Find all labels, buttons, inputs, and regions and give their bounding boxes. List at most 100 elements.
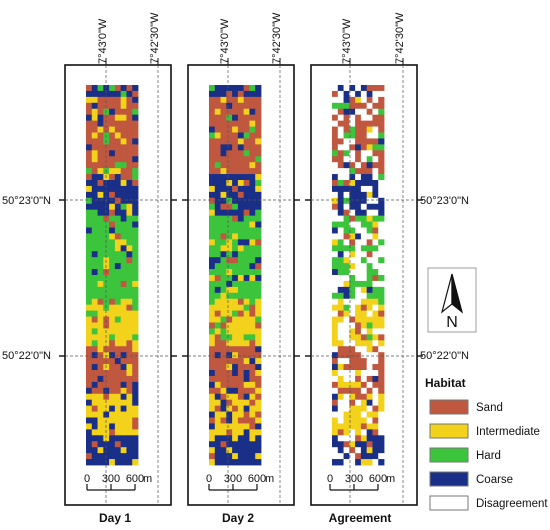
- habitat-cell: [360, 387, 368, 395]
- habitat-cell: [372, 90, 379, 98]
- habitat-cell: [249, 162, 256, 169]
- habitat-cell: [255, 227, 262, 234]
- habitat-cell: [220, 180, 227, 187]
- habitat-cell: [343, 370, 350, 377]
- habitat-cell: [337, 215, 344, 222]
- scale-bar-label: 300: [102, 473, 120, 485]
- habitat-cell: [237, 126, 245, 133]
- habitat-cell: [366, 352, 373, 359]
- habitat-cell: [214, 340, 221, 347]
- habitat-cell: [97, 90, 104, 98]
- habitat-cell: [360, 453, 368, 460]
- habitat-cell: [226, 328, 233, 335]
- habitat-cell: [86, 417, 93, 424]
- habitat-cell: [91, 269, 98, 276]
- habitat-cell: [132, 441, 139, 448]
- habitat-cell: [86, 150, 93, 157]
- habitat-cell: [337, 191, 344, 199]
- habitat-cell: [237, 120, 245, 127]
- habitat-cell: [97, 286, 104, 294]
- habitat-cell: [120, 156, 127, 163]
- habitat-cell: [114, 334, 122, 341]
- habitat-cell: [91, 346, 98, 353]
- habitat-cell: [349, 156, 356, 163]
- habitat-cell: [232, 453, 239, 460]
- habitat-cell: [232, 126, 239, 133]
- habitat-cell: [209, 209, 216, 217]
- habitat-cell: [355, 144, 362, 151]
- habitat-cell: [337, 156, 344, 163]
- habitat-cell: [255, 96, 262, 104]
- habitat-cell: [120, 352, 127, 359]
- habitat-cell: [366, 292, 373, 300]
- habitat-cell: [349, 233, 356, 240]
- habitat-cell: [126, 168, 133, 175]
- habitat-cell: [97, 423, 104, 430]
- habitat-cell: [232, 352, 239, 359]
- habitat-cell: [355, 441, 362, 448]
- habitat-cell: [132, 257, 139, 264]
- habitat-cell: [97, 132, 104, 139]
- habitat-cell: [86, 96, 93, 104]
- habitat-cell: [232, 132, 239, 139]
- habitat-cell: [337, 316, 344, 323]
- habitat-cell: [214, 150, 221, 157]
- habitat-cell: [209, 459, 216, 466]
- habitat-cell: [332, 381, 339, 389]
- habitat-cell: [97, 346, 104, 353]
- habitat-cell: [126, 108, 133, 116]
- habitat-cell: [91, 292, 98, 300]
- habitat-cell: [355, 381, 362, 389]
- habitat-cell: [220, 269, 227, 276]
- habitat-cell: [349, 370, 356, 377]
- habitat-cell: [126, 435, 133, 442]
- habitat-cell: [378, 352, 385, 359]
- habitat-cell: [120, 96, 127, 104]
- habitat-cell: [255, 328, 262, 335]
- habitat-cell: [120, 132, 127, 139]
- habitat-cell: [378, 441, 385, 448]
- habitat-cell: [337, 251, 344, 258]
- habitat-cell: [372, 191, 379, 199]
- legend-swatch: [429, 471, 469, 487]
- habitat-cell: [109, 286, 116, 294]
- habitat-cell: [91, 387, 98, 395]
- legend-label: Intermediate: [476, 426, 540, 438]
- habitat-cell: [255, 180, 262, 187]
- habitat-cell: [355, 102, 362, 110]
- habitat-cell: [126, 417, 133, 424]
- habitat-cell: [114, 328, 122, 335]
- habitat-cell: [220, 447, 227, 454]
- habitat-cell: [232, 251, 239, 258]
- habitat-cell: [220, 191, 227, 199]
- habitat-cell: [360, 441, 368, 448]
- habitat-cell: [349, 168, 356, 175]
- habitat-cell: [237, 245, 245, 252]
- habitat-cell: [237, 286, 245, 294]
- habitat-cell: [249, 203, 256, 211]
- habitat-cell: [214, 168, 221, 175]
- habitat-cell: [232, 340, 239, 347]
- habitat-cell: [349, 251, 356, 258]
- habitat-cell: [220, 251, 227, 258]
- habitat-cell: [255, 275, 262, 282]
- habitat-cell: [91, 120, 98, 127]
- habitat-cell: [343, 322, 350, 329]
- habitat-cell: [249, 245, 256, 252]
- habitat-cell: [209, 370, 216, 377]
- habitat-cell: [237, 251, 245, 258]
- habitat-cell: [97, 227, 104, 234]
- habitat-cell: [366, 441, 373, 448]
- habitat-cell: [209, 185, 216, 193]
- habitat-cell: [91, 132, 98, 139]
- habitat-cell: [209, 168, 216, 175]
- habitat-cell: [243, 334, 250, 341]
- habitat-cell: [109, 358, 116, 365]
- habitat-cell: [220, 138, 227, 145]
- habitat-cell: [97, 453, 104, 460]
- habitat-cell: [378, 102, 385, 110]
- habitat-cell: [97, 185, 104, 193]
- habitat-cell: [226, 435, 233, 442]
- habitat-cell: [226, 269, 233, 276]
- habitat-cell: [226, 286, 233, 294]
